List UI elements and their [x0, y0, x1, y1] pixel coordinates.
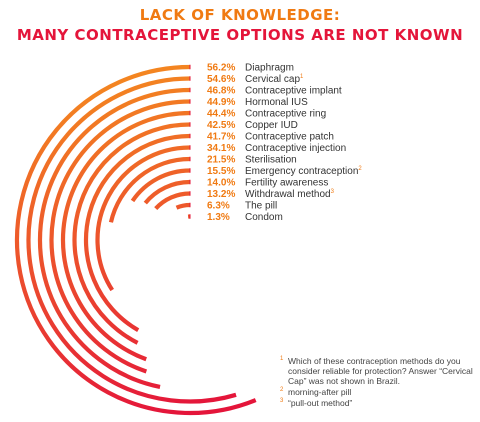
- value-label: 15.5%: [207, 166, 235, 177]
- footnote-text: Which of these contraception methods do …: [288, 356, 473, 386]
- category-label: Copper IUD: [245, 120, 298, 131]
- footnote-marker: 2: [358, 166, 362, 172]
- footnote-text: morning-after pill: [288, 387, 352, 397]
- arc-sterilisation: [108, 156, 191, 223]
- footnote-marker: 3: [331, 189, 335, 195]
- value-label: 6.3%: [207, 201, 230, 212]
- category-label: Contraceptive implant: [245, 86, 342, 97]
- category-label: Sterilisation: [245, 155, 297, 166]
- label-group: 56.2% Diaphragm 54.6% Cervical cap1 46.8% Con…: [207, 63, 362, 224]
- category-label: Contraceptive ring: [245, 109, 326, 120]
- category-label: Diaphragm: [245, 63, 294, 74]
- value-label: 13.2%: [207, 189, 235, 200]
- arc-emergency-contraception: [130, 168, 191, 203]
- value-label: 44.9%: [207, 97, 235, 108]
- value-label: 14.0%: [207, 178, 235, 189]
- category-label: Contraceptive injection: [245, 143, 346, 154]
- chart-title-line-1: LACK OF KNOWLEDGE:: [139, 6, 341, 24]
- value-label: 54.6%: [207, 74, 235, 85]
- value-label: 42.5%: [207, 120, 235, 131]
- arc-cervical-cap: [26, 76, 237, 404]
- arc-diaphragm: [14, 64, 257, 416]
- footnote-marker: 1: [300, 74, 304, 80]
- value-label: 21.5%: [207, 155, 235, 166]
- value-label: 41.7%: [207, 132, 235, 143]
- footnote-2: 2 morning-after pill: [280, 387, 475, 397]
- arc-fertility-awareness: [143, 179, 191, 205]
- category-label: Hormonal IUS: [245, 97, 308, 108]
- arc-group: [14, 64, 257, 416]
- value-label: 34.1%: [207, 143, 235, 154]
- value-label: 1.3%: [207, 212, 230, 223]
- category-label: Contraceptive patch: [245, 132, 334, 143]
- footnotes: 1 Which of these contraception methods d…: [280, 356, 475, 409]
- category-label: Cervical cap1: [245, 74, 304, 85]
- category-label: Fertility awareness: [245, 178, 328, 189]
- value-label: 44.4%: [207, 109, 235, 120]
- category-label: Condom: [245, 212, 283, 223]
- value-label: 56.2%: [207, 63, 235, 74]
- category-label: The pill: [245, 201, 277, 212]
- footnote-text: “pull-out method”: [288, 398, 353, 408]
- footnote-1: 1 Which of these contraception methods d…: [280, 356, 475, 386]
- category-label: Emergency contraception2: [245, 166, 362, 177]
- arc-hormonal-ius: [49, 99, 191, 374]
- arc-the-pill: [175, 202, 191, 210]
- footnote-3: 3 “pull-out method”: [280, 398, 475, 408]
- chart-title-line-2: MANY CONTRACEPTIVE OPTIONS ARE NOT KNOWN: [16, 26, 464, 44]
- value-label: 46.8%: [207, 86, 235, 97]
- arc-contraceptive-injection: [95, 145, 191, 292]
- footnote-mark: 2: [280, 387, 284, 393]
- arc-contraceptive-implant: [37, 87, 191, 390]
- arc-withdrawal-method: [154, 191, 191, 211]
- arc-contraceptive-patch: [83, 133, 191, 332]
- footnote-mark: 1: [280, 356, 284, 362]
- footnote-mark: 3: [280, 398, 284, 404]
- category-label: Withdrawal method3: [245, 189, 335, 200]
- arc-copper-iud: [72, 122, 191, 345]
- arc-contraceptive-ring: [60, 110, 191, 362]
